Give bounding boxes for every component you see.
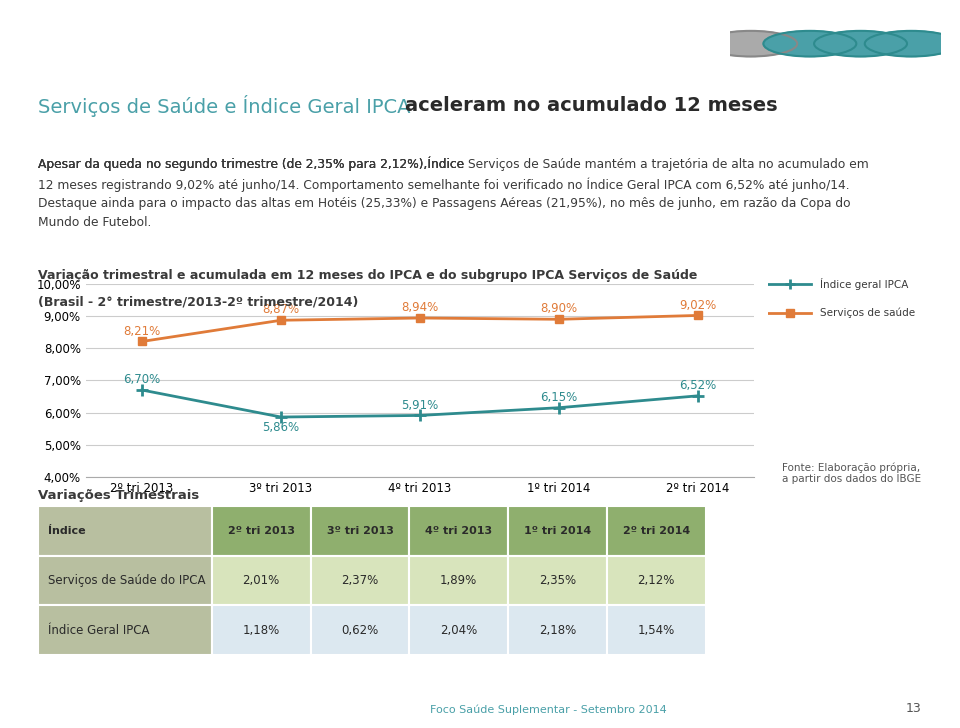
Text: 13: 13 [906, 702, 922, 715]
Bar [607, 555, 706, 606]
Circle shape [705, 31, 797, 57]
Text: 1º tri 2014: 1º tri 2014 [524, 526, 591, 536]
Bar [508, 555, 607, 606]
Text: Índice: Índice [48, 526, 86, 536]
Bar [38, 506, 212, 555]
Text: 5,91%: 5,91% [401, 398, 439, 411]
Text: Serviços de Saúde e Índice Geral IPCA: Serviços de Saúde e Índice Geral IPCA [38, 95, 418, 116]
Text: Foco Saúde Suplementar - Setembro 2014: Foco Saúde Suplementar - Setembro 2014 [430, 705, 667, 715]
Text: 2,35%: 2,35% [539, 574, 576, 587]
Text: 5,86%: 5,86% [262, 421, 300, 434]
Text: (Brasil - 2° trimestre/2013-2º trimestre/2014): (Brasil - 2° trimestre/2013-2º trimestre… [38, 296, 359, 309]
Text: 1,54%: 1,54% [637, 624, 675, 637]
Bar [311, 506, 409, 555]
Text: Variação trimestral e acumulada em 12 meses do IPCA e do subgrupo IPCA Serviços : Variação trimestral e acumulada em 12 me… [38, 269, 698, 282]
Text: 2,04%: 2,04% [440, 624, 477, 637]
Bar [311, 606, 409, 655]
Text: Apesar da queda no segundo trimestre (de 2,35% para 2,12%),Índice: Apesar da queda no segundo trimestre (de… [38, 157, 468, 171]
Text: 8,21%: 8,21% [124, 325, 160, 338]
Text: 0,62%: 0,62% [342, 624, 378, 637]
Bar [508, 606, 607, 655]
Text: Apesar da queda no segundo trimestre (de 2,35% para 2,12%),Índice: Apesar da queda no segundo trimestre (de… [38, 157, 468, 171]
Text: 4º tri 2013: 4º tri 2013 [425, 526, 492, 536]
Text: 2,12%: 2,12% [637, 574, 675, 587]
Text: 6,70%: 6,70% [124, 373, 160, 386]
Text: 8,94%: 8,94% [401, 301, 439, 314]
Bar [212, 555, 311, 606]
Text: Variações Trimestrais: Variações Trimestrais [38, 489, 200, 502]
Text: 2,37%: 2,37% [342, 574, 378, 587]
Circle shape [865, 31, 958, 57]
Bar [508, 506, 607, 555]
Bar [38, 606, 212, 655]
Text: 2,01%: 2,01% [243, 574, 280, 587]
Circle shape [814, 31, 907, 57]
Bar [212, 506, 311, 555]
Text: 8,90%: 8,90% [540, 302, 578, 315]
Bar [607, 506, 706, 555]
Bar [607, 606, 706, 655]
Text: Serviços de Saúde do IPCA: Serviços de Saúde do IPCA [48, 574, 205, 587]
Text: 2º tri 2013: 2º tri 2013 [228, 526, 295, 536]
Text: aceleram no acumulado 12 meses: aceleram no acumulado 12 meses [405, 96, 778, 115]
Text: Índice geral IPCA: Índice geral IPCA [820, 278, 908, 290]
Bar [409, 606, 508, 655]
Bar [212, 606, 311, 655]
Text: Índice Geral IPCA: Índice Geral IPCA [48, 624, 150, 637]
Bar [409, 506, 508, 555]
Circle shape [763, 31, 856, 57]
Text: Apesar da queda no segundo trimestre (de 2,35% para 2,12%),Índice Serviços de Sa: Apesar da queda no segundo trimestre (de… [38, 157, 869, 229]
Text: 6,15%: 6,15% [540, 391, 578, 404]
Bar [409, 555, 508, 606]
Text: 6,52%: 6,52% [680, 379, 716, 392]
Text: Serviços de saúde: Serviços de saúde [820, 308, 915, 318]
Bar [38, 555, 212, 606]
Bar [311, 555, 409, 606]
Text: 2º tri 2014: 2º tri 2014 [623, 526, 690, 536]
Text: 3º tri 2013: 3º tri 2013 [326, 526, 394, 536]
Text: 1,18%: 1,18% [243, 624, 280, 637]
Text: 1,89%: 1,89% [440, 574, 477, 587]
Text: Fonte: Elaboração própria,
a partir dos dados do IBGE: Fonte: Elaboração própria, a partir dos … [782, 462, 922, 484]
Text: 9,02%: 9,02% [680, 298, 716, 312]
Text: 8,87%: 8,87% [262, 304, 300, 317]
Text: 2,18%: 2,18% [539, 624, 576, 637]
